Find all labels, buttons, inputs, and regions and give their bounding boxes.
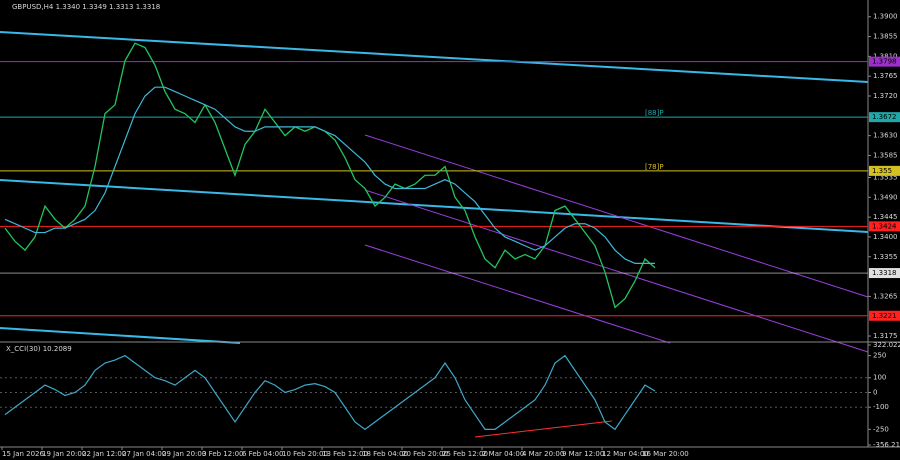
y-tick-label: 1.3535 — [873, 173, 898, 181]
price-label: 1.3672 — [872, 113, 897, 121]
price-label: 1.3221 — [872, 312, 897, 320]
price-label-box — [869, 310, 900, 321]
x-tick-label: 16 Mar 20:00 — [642, 450, 689, 458]
series-line — [4, 42, 656, 309]
level-tag: [78]P — [645, 163, 664, 171]
trend-lines — [0, 31, 869, 344]
y-tick-label: 250 — [873, 352, 886, 360]
x-tick-label: 25 Feb 12:00 — [442, 450, 488, 458]
x-tick-label: 18 Feb 04:00 — [362, 450, 408, 458]
y-tick-label: 1.3490 — [873, 193, 898, 201]
y-tick-label: 1.3175 — [873, 332, 898, 340]
divergence-line — [474, 420, 613, 438]
price-label-box — [869, 221, 900, 232]
x-tick-label: 22 Jan 12:00 — [82, 450, 126, 458]
level-tag: [88]P — [645, 109, 664, 117]
y-tick-label: 1.3900 — [873, 13, 898, 21]
regression-channel — [364, 134, 869, 353]
y-tick-label: 100 — [873, 374, 886, 382]
y-tick-label: 1.3765 — [873, 72, 898, 80]
y-tick-label: 322.0224 — [873, 341, 900, 349]
price-label-box — [869, 56, 900, 67]
x-tick-label: 19 Jan 20:00 — [42, 450, 86, 458]
x-tick-label: 15 Jan 2026 — [2, 450, 45, 458]
y-tick-label: 0 — [873, 388, 877, 396]
price-label: 1.355 — [872, 167, 892, 175]
y-tick-label: -250 — [873, 425, 889, 433]
y-tick-label: 1.3400 — [873, 233, 898, 241]
x-tick-label: 10 Feb 20:00 — [282, 450, 328, 458]
chart-title: GBPUSD,H4 1.3340 1.3349 1.3313 1.3318 — [12, 3, 160, 11]
price-label: 1.3424 — [872, 222, 897, 230]
x-tick-label: 29 Jan 20:00 — [162, 450, 206, 458]
x-tick-label: 20 Feb 20:00 — [402, 450, 448, 458]
price-label-box — [869, 165, 900, 176]
y-tick-label: -356.2134 — [873, 441, 900, 449]
x-tick-label: 12 Mar 04:00 — [602, 450, 649, 458]
y-tick-label: 1.3265 — [873, 292, 898, 300]
price-label: 1.3318 — [872, 269, 897, 277]
y-tick-label: 1.3810 — [873, 52, 898, 60]
y-tick-label: 1.3630 — [873, 132, 898, 140]
y-tick-label: 1.3855 — [873, 33, 898, 41]
y-tick-label: 1.3355 — [873, 253, 898, 261]
y-tick-label: -100 — [873, 403, 889, 411]
series-line — [4, 354, 656, 431]
x-tick-label: 2 Mar 04:00 — [482, 450, 524, 458]
series-line — [4, 86, 655, 264]
x-tick-label: 4 Mar 20:00 — [522, 450, 564, 458]
x-tick-label: 9 Mar 12:00 — [562, 450, 604, 458]
x-tick-label: 27 Jan 04:00 — [122, 450, 166, 458]
x-tick-label: 3 Feb 12:00 — [202, 450, 243, 458]
indicator-title: X_CCI(30) 10.2089 — [6, 345, 72, 353]
price-label-box — [869, 268, 900, 279]
y-tick-label: 1.3720 — [873, 92, 898, 100]
x-tick-label: 13 Feb 12:00 — [322, 450, 368, 458]
price-label-box — [869, 112, 900, 123]
price-label: 1.3798 — [872, 58, 897, 66]
y-tick-label: 1.3585 — [873, 151, 898, 159]
y-tick-label: 1.3445 — [873, 213, 898, 221]
x-tick-label: 6 Feb 04:00 — [242, 450, 283, 458]
